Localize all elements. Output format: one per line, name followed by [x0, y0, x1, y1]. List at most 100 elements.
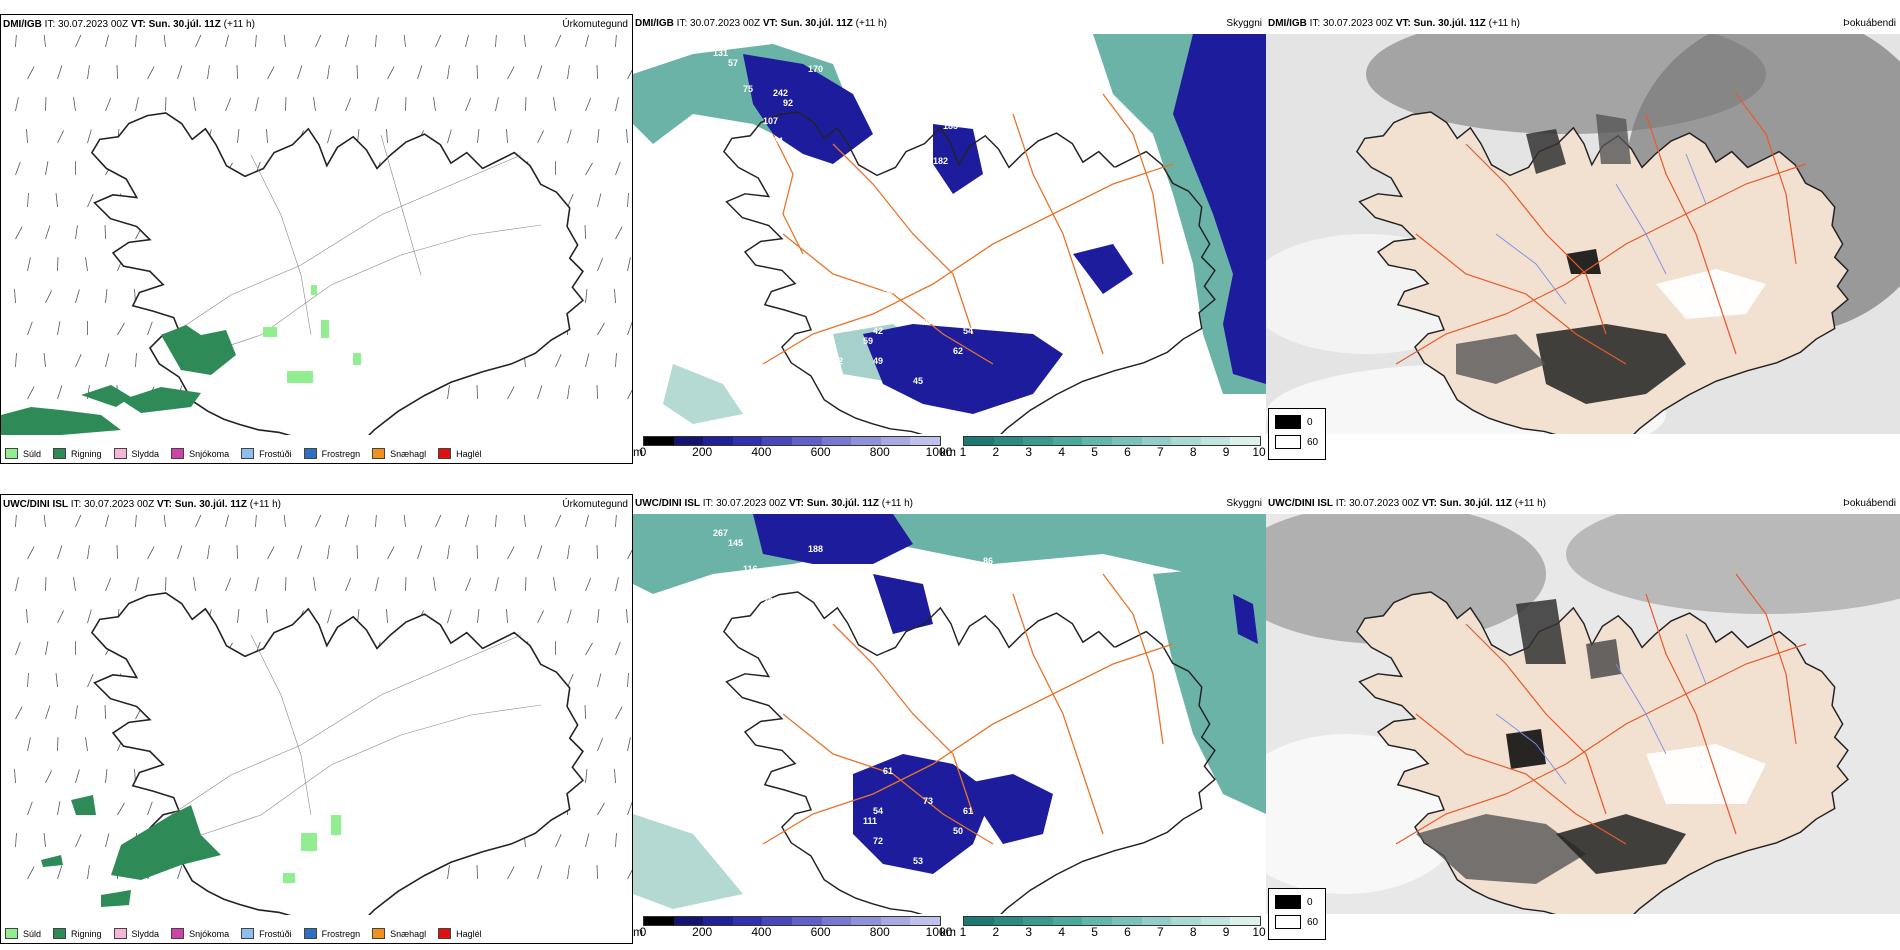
cloud-base-label: 41	[883, 396, 893, 406]
wind-barb	[585, 353, 590, 368]
wind-barb	[75, 225, 78, 240]
panel-title: UWC/DINI ISL IT: 30.07.2023 00Z VT: Sun.…	[635, 498, 913, 509]
wind-barb	[537, 65, 543, 80]
cloud-base-label: 26	[933, 636, 943, 646]
wind-barb	[85, 257, 88, 272]
wind-barb	[283, 35, 286, 48]
colorbar-step	[880, 917, 911, 925]
wind-barb	[537, 545, 543, 560]
colorbar-step	[851, 437, 881, 445]
fog-panel-uwc: UWC/DINI ISL IT: 30.07.2023 00Z VT: Sun.…	[1266, 494, 1900, 944]
wind-barb	[614, 289, 616, 304]
wind-barb	[386, 129, 388, 144]
cloud-base-label: 108	[893, 86, 908, 96]
panel-title: UWC/DINI ISL IT: 30.07.2023 00Z VT: Sun.…	[3, 499, 281, 510]
wind-barb	[465, 97, 472, 112]
colorbars: m 0 200 400 600 800 1000 km 1 2 3 4 5 6 7 8 9 10	[633, 436, 1266, 460]
wind-barb	[615, 226, 623, 240]
wind-barb	[627, 321, 632, 336]
wind-barb	[15, 161, 21, 176]
legend-item: Frostúði	[241, 448, 292, 459]
colorbar-step	[1230, 917, 1260, 925]
it-value: 30.07.2023 00Z	[1349, 498, 1420, 509]
colorbar-step	[791, 917, 822, 925]
wind-barb	[195, 515, 202, 528]
wind-barb	[447, 65, 450, 80]
tick-label: 3	[1025, 925, 1033, 939]
wind-barb	[614, 769, 616, 784]
wind-barb	[615, 97, 619, 112]
cloud-base-label: 92	[783, 98, 793, 108]
wind-barb	[75, 35, 82, 48]
colorbar-step	[762, 917, 792, 925]
legend-swatch	[303, 448, 317, 459]
visibility_bar-unit: km	[940, 925, 956, 939]
tick-label: 8	[1189, 445, 1197, 459]
wind-barb	[75, 515, 82, 528]
cloud-base-label: 864	[963, 586, 978, 596]
wind-barb	[537, 865, 543, 880]
it-label: IT:	[676, 18, 688, 29]
wind-barb	[375, 515, 377, 528]
it-label: IT:	[702, 498, 714, 509]
wind-barb	[627, 389, 632, 400]
cloud-base-label: 398	[893, 566, 908, 576]
it-label: IT:	[1335, 498, 1347, 509]
wind-barb	[465, 577, 472, 592]
vt-label: VT:	[1395, 18, 1411, 29]
cloud-base-label: 86	[983, 556, 993, 566]
colorbars: m 0 200 400 600 800 1000 km 1 2 3 4 5 6 7 8 9 10	[633, 916, 1266, 940]
wind-barb	[57, 801, 61, 816]
wind-barb	[55, 193, 58, 208]
wind-barb	[43, 833, 46, 848]
wind-barb	[27, 866, 35, 880]
vt-value: Sun. 30.júl. 11Z	[806, 498, 879, 509]
wind-barb	[57, 130, 64, 144]
wind-barb	[447, 609, 452, 624]
fog-field	[1266, 514, 1900, 894]
legend-swatch	[5, 928, 18, 939]
wind-barb	[117, 802, 125, 816]
wind-barb	[555, 515, 562, 528]
cloud-base-label: 58	[883, 286, 893, 296]
wind-barb	[26, 129, 28, 144]
wind-barb	[553, 97, 556, 112]
wind-barb	[567, 609, 572, 624]
colorbar-step	[910, 917, 940, 925]
wind-barb	[417, 65, 423, 80]
wind-barb	[14, 769, 16, 784]
precip-legend: Súld Rigning Slydda Snjókoma Frostúði Frostre…	[5, 928, 482, 939]
legend-item: Snæhagl	[372, 448, 426, 459]
vt-value: Sun. 30.júl. 11Z	[780, 18, 853, 29]
wind-barb	[585, 515, 589, 528]
legend-label: Slydda	[131, 448, 160, 459]
cloud-base-label: 182	[933, 156, 948, 166]
wind-barb	[567, 65, 570, 80]
wind-barb	[403, 515, 406, 528]
wind-barb	[73, 97, 76, 112]
wind-barb	[627, 257, 631, 272]
cloud-base-label: 61	[963, 806, 973, 816]
wind-barb	[147, 546, 155, 560]
panel-type-label: Úrkomutegund	[562, 499, 628, 510]
panel-title: DMI/IGB IT: 30.07.2023 00Z VT: Sun. 30.j…	[635, 18, 887, 29]
wind-barb	[585, 769, 588, 784]
wind-barb	[585, 97, 592, 112]
cloud-base-label: 107	[763, 116, 778, 126]
colorbar-step	[732, 917, 763, 925]
fog-legend-label: 0	[1307, 416, 1313, 428]
tick-label: 400	[751, 445, 772, 459]
wind-barb	[465, 35, 469, 48]
cloud-base-areas	[753, 514, 1258, 874]
it-value: 30.07.2023 00Z	[1323, 18, 1394, 29]
lead-time: (+11 h)	[1488, 18, 1520, 29]
tick-label: 2	[992, 925, 1000, 939]
wind-barb	[523, 35, 526, 48]
panel-title: UWC/DINI ISL IT: 30.07.2023 00Z VT: Sun.…	[1268, 498, 1546, 509]
vt-label: VT:	[156, 499, 172, 510]
wind-barb	[567, 865, 570, 880]
wind-barb	[597, 673, 602, 688]
wind-barb	[627, 673, 629, 688]
cloud-base-label: 116	[743, 564, 758, 574]
